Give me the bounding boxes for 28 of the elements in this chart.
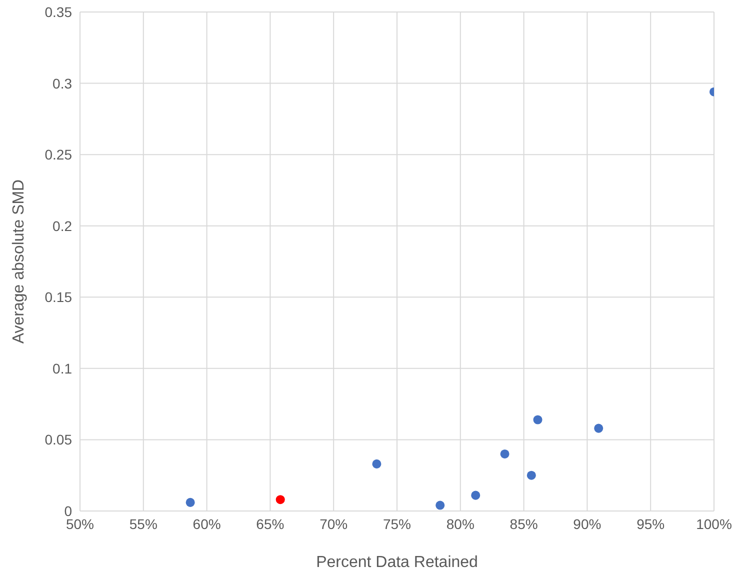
y-tick-label: 0.25 [44,146,72,163]
y-tick-label: 0.3 [52,75,72,92]
x-tick-label: 85% [510,516,538,532]
point [471,490,480,500]
y-axis-title: Average absolute SMD [10,179,28,344]
point [533,415,542,424]
y-tick-label: 0.2 [52,218,72,234]
x-axis-title: Percent Data Retained [316,554,478,571]
point [276,495,285,504]
x-tick-label: 65% [256,516,284,532]
y-tick-label: 0.15 [44,289,72,306]
y-tick-label: 0.1 [52,360,72,376]
y-tick-label: 0.05 [44,432,72,448]
x-tick-label: 75% [382,516,412,532]
x-tick-label: 100% [696,516,732,532]
x-tick-label: 60% [192,516,221,532]
x-tick-label: 70% [320,516,348,532]
point [526,470,536,480]
y-tick-label: 0.35 [44,4,72,20]
point [594,424,604,433]
x-tick-label: 95% [636,516,665,532]
point [372,459,382,468]
point [500,449,510,458]
point [186,498,195,507]
x-tick-label: 55% [129,516,158,532]
point [436,500,445,510]
x-tick-label: 90% [573,516,602,532]
x-tick-label: 80% [446,516,474,532]
